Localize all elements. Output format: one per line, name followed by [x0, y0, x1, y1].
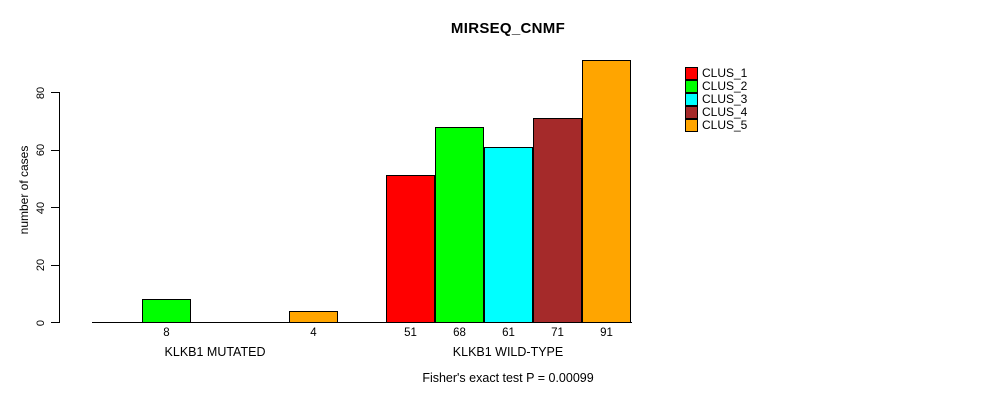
y-axis-tick — [51, 322, 59, 324]
group-label-klkb1-mutated: KLKB1 MUTATED — [164, 345, 266, 359]
group-label-klkb1-wild-type: KLKB1 WILD-TYPE — [452, 345, 564, 359]
bar-value-label: 68 — [453, 327, 466, 339]
y-axis-tick — [51, 149, 59, 151]
y-axis-tick — [51, 92, 59, 94]
y-axis-tick — [51, 207, 59, 209]
y-axis-tick-label: 80 — [35, 86, 47, 99]
chart-title: MIRSEQ_CNMF — [450, 20, 566, 37]
y-axis-tick-label: 60 — [35, 143, 47, 157]
bar-value-label: 8 — [163, 327, 170, 339]
bar-value-label: 51 — [404, 327, 417, 339]
x-axis-baseline — [92, 322, 632, 324]
legend-label: CLUS_3 — [702, 92, 748, 106]
legend-label: CLUS_2 — [702, 79, 748, 93]
legend-swatch-clus_1 — [685, 67, 698, 80]
legend-label: CLUS_1 — [702, 66, 748, 80]
y-axis-tick-label: 20 — [35, 258, 47, 272]
bar-clus_3-group2 — [484, 146, 533, 323]
legend-swatch-clus_5 — [685, 119, 698, 132]
bar-value-label: 91 — [600, 327, 613, 339]
legend-label: CLUS_5 — [702, 118, 748, 132]
y-axis-tick-label: 0 — [35, 319, 47, 326]
bar-value-label: 61 — [502, 327, 515, 339]
bar-clus_5-group1 — [289, 310, 338, 323]
bar-clus_1-group2 — [386, 175, 435, 323]
bar-value-label: 4 — [310, 327, 317, 339]
y-axis-line — [59, 92, 61, 323]
y-axis-tick — [51, 264, 59, 266]
legend-swatch-clus_4 — [685, 106, 698, 119]
y-axis-tick-label: 40 — [35, 201, 47, 214]
y-axis-label: number of cases — [17, 145, 31, 235]
legend-swatch-clus_3 — [685, 93, 698, 106]
fisher-test-annotation: Fisher's exact test P = 0.00099 — [422, 371, 594, 385]
bar-clus_5-group2 — [582, 60, 631, 323]
bar-clus_2-group1 — [142, 299, 191, 323]
legend-label: CLUS_4 — [702, 105, 748, 119]
bar-clus_4-group2 — [533, 117, 582, 323]
legend-swatch-clus_2 — [685, 80, 698, 93]
bar-clus_2-group2 — [435, 126, 484, 323]
bar-value-label: 71 — [551, 327, 564, 339]
